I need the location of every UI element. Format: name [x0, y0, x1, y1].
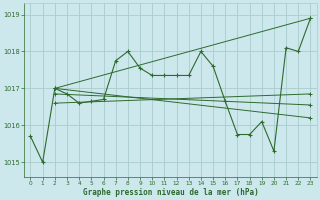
X-axis label: Graphe pression niveau de la mer (hPa): Graphe pression niveau de la mer (hPa) — [83, 188, 258, 197]
